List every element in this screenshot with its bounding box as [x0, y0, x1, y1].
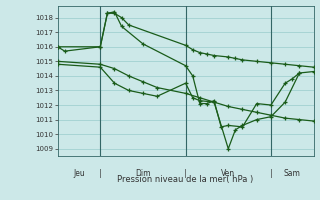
- X-axis label: Pression niveau de la mer( hPa ): Pression niveau de la mer( hPa ): [117, 175, 254, 184]
- Text: |: |: [184, 169, 187, 178]
- Text: Sam: Sam: [284, 169, 301, 178]
- Text: Dim: Dim: [135, 169, 151, 178]
- Text: Ven: Ven: [221, 169, 235, 178]
- Text: |: |: [99, 169, 101, 178]
- Text: Jeu: Jeu: [73, 169, 85, 178]
- Text: |: |: [270, 169, 272, 178]
